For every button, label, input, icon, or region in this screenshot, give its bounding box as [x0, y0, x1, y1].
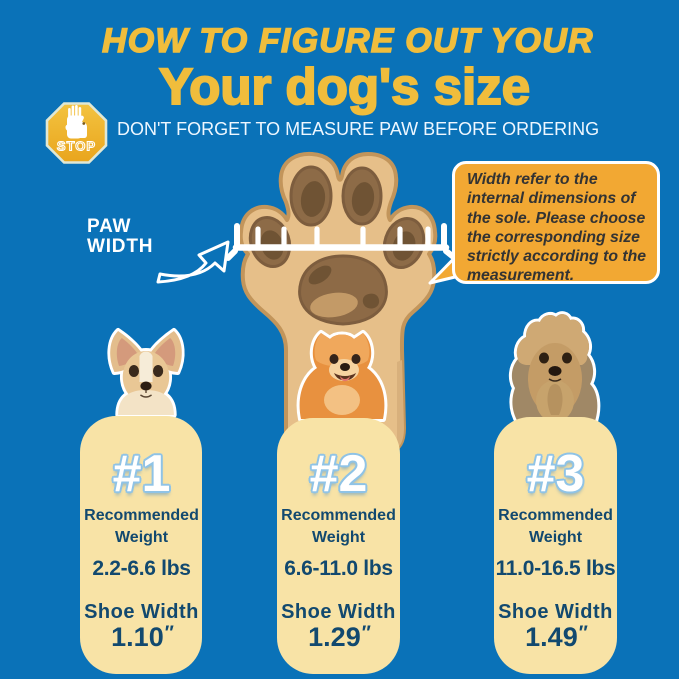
- svg-text:STOP: STOP: [57, 139, 96, 154]
